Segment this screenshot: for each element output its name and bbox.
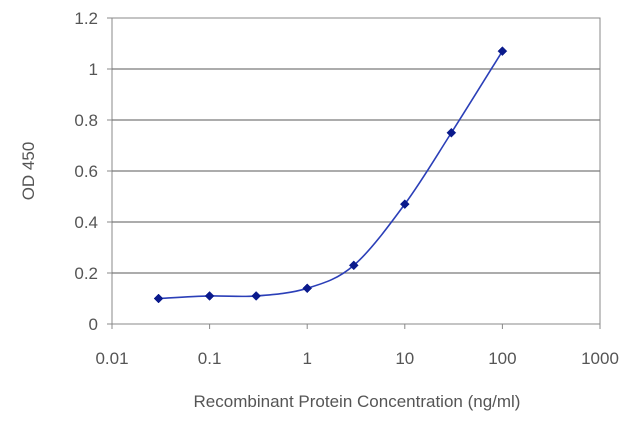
y-tick-label: 1 [89,60,98,79]
data-point [251,291,262,301]
x-axis-title: Recombinant Protein Concentration (ng/ml… [194,392,521,411]
x-tick-label: 10 [395,349,414,368]
gridlines [112,68,600,274]
y-tick-label: 0.6 [74,162,98,181]
y-tick-label: 1.2 [74,9,98,28]
y-axis-title: OD 450 [19,142,38,201]
y-tick-label: 0.2 [74,264,98,283]
x-tick-label: 1000 [581,349,619,368]
x-tick-label: 0.1 [198,349,222,368]
data-point [399,199,410,210]
data-point [446,127,457,138]
data-point [348,260,359,271]
x-tick-label: 1 [302,349,311,368]
data-point [204,291,215,301]
y-axis-ticks: 0 0.2 0.4 0.6 0.8 1 1.2 [74,9,112,334]
x-tick-label: 0.01 [95,349,128,368]
y-tick-label: 0.4 [74,213,98,232]
data-point [302,283,313,294]
data-point [497,46,508,57]
data-point [153,293,164,304]
x-tick-label: 100 [488,349,516,368]
y-tick-label: 0.8 [74,111,98,130]
y-tick-label: 0 [89,315,98,334]
x-axis-ticks: 0.01 0.1 1 10 100 1000 [95,324,619,368]
series-layer [153,46,508,304]
